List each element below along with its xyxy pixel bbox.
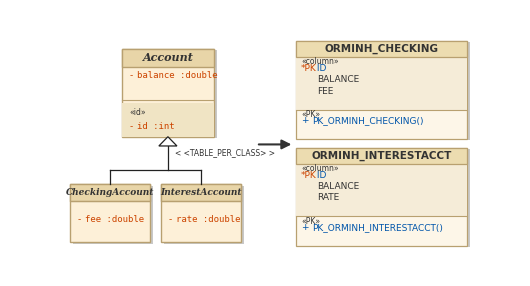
Text: -: -	[168, 215, 171, 224]
Text: FEE: FEE	[317, 87, 333, 96]
Bar	[161, 184, 241, 243]
Bar	[122, 49, 214, 67]
Bar	[299, 149, 470, 247]
Bar	[296, 41, 467, 57]
Text: ID: ID	[314, 170, 326, 180]
Text: balance :double: balance :double	[137, 71, 218, 80]
Bar	[296, 41, 467, 139]
Text: CheckingAccount: CheckingAccount	[66, 188, 155, 197]
Text: «PK»: «PK»	[301, 110, 320, 119]
Text: «PK»: «PK»	[301, 217, 320, 226]
Bar	[296, 148, 467, 246]
Bar	[296, 164, 467, 216]
Text: ORMINH_INTERESTACCT: ORMINH_INTERESTACCT	[311, 150, 452, 161]
Text: -: -	[129, 122, 132, 131]
Text: «column»: «column»	[301, 57, 339, 66]
Bar	[164, 186, 244, 244]
Text: -: -	[129, 71, 132, 80]
Bar	[70, 184, 151, 200]
Text: PK_ORMINH_INTERESTACCT(): PK_ORMINH_INTERESTACCT()	[312, 223, 443, 232]
Bar	[122, 103, 214, 137]
Text: < <TABLE_PER_CLASS> >: < <TABLE_PER_CLASS> >	[175, 148, 275, 157]
Bar	[125, 50, 217, 138]
Text: +: +	[301, 116, 308, 126]
Bar	[296, 148, 467, 164]
Text: *PK: *PK	[301, 170, 317, 180]
Text: PK_ORMINH_CHECKING(): PK_ORMINH_CHECKING()	[312, 116, 423, 126]
Text: RATE: RATE	[317, 193, 339, 202]
Text: ORMINH_CHECKING: ORMINH_CHECKING	[324, 44, 438, 54]
Bar	[296, 57, 467, 110]
Text: ID: ID	[314, 64, 326, 73]
Bar	[70, 184, 151, 243]
Text: -: -	[78, 215, 81, 224]
Bar	[161, 184, 241, 200]
Text: fee :double: fee :double	[85, 215, 144, 224]
Text: Account: Account	[143, 52, 193, 63]
Text: «column»: «column»	[301, 164, 339, 173]
Text: +: +	[301, 223, 308, 232]
Text: «id»: «id»	[129, 108, 146, 117]
Polygon shape	[159, 137, 177, 146]
Text: id :int: id :int	[137, 122, 175, 131]
Bar	[299, 42, 470, 140]
Text: rate :double: rate :double	[175, 215, 240, 224]
Bar	[122, 49, 214, 137]
Text: *PK: *PK	[301, 64, 317, 73]
Text: BALANCE: BALANCE	[317, 75, 359, 84]
Bar	[73, 186, 153, 244]
Text: BALANCE: BALANCE	[317, 182, 359, 191]
Text: InterestAccount: InterestAccount	[160, 188, 242, 197]
